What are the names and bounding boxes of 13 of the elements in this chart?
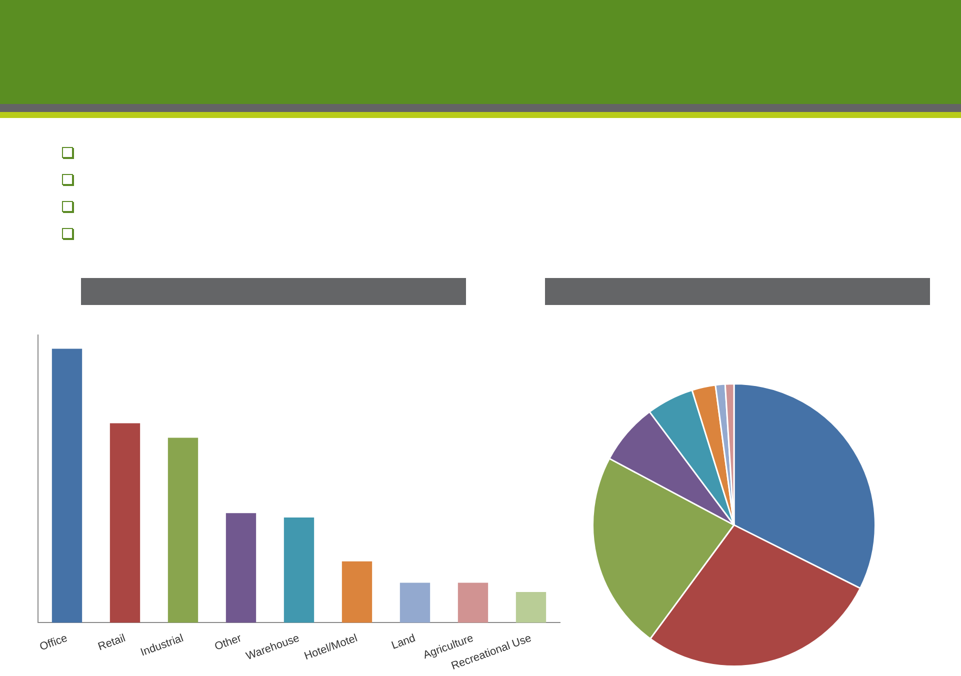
x-tick-label: Other: [213, 632, 244, 654]
bar: [284, 518, 314, 623]
x-tick-label: Office: [38, 632, 70, 654]
x-tick-label: Land: [390, 632, 418, 652]
bar: [516, 592, 546, 623]
bar: [342, 561, 372, 623]
bar: [168, 438, 198, 623]
bar: [110, 423, 140, 623]
bar: [226, 513, 256, 623]
bar: [52, 348, 82, 623]
bar: [458, 582, 488, 623]
bar: [400, 582, 430, 623]
x-tick-label: Retail: [96, 632, 128, 654]
